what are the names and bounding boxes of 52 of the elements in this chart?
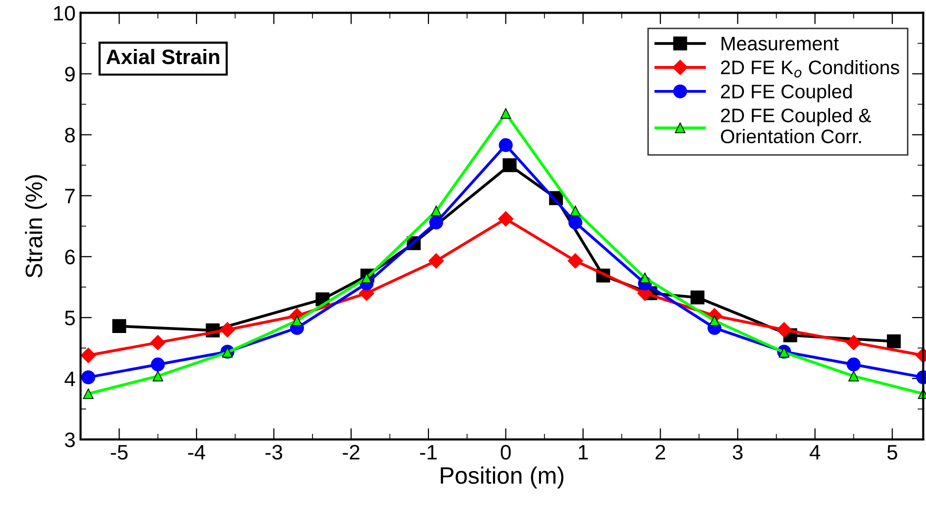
point	[429, 216, 444, 230]
y-tick-label: 5	[64, 310, 75, 326]
x-tick-label: 2	[656, 444, 666, 460]
point	[502, 158, 517, 172]
point	[83, 388, 94, 400]
x-tick-label: -2	[342, 444, 360, 460]
point	[498, 211, 514, 226]
annotation: Axial Strain	[106, 48, 220, 64]
x-tick-label: -3	[265, 444, 282, 460]
x-axis-title: Position (m)	[440, 466, 564, 489]
y-tick-label: 8	[65, 128, 75, 142]
x-tick-label: 3	[732, 444, 743, 460]
x-tick-label: -1	[420, 445, 437, 460]
y-tick-label: 10	[54, 6, 75, 21]
point	[709, 315, 720, 326]
y-tick-label: 4	[64, 372, 76, 386]
point	[292, 315, 302, 326]
y-tick-label: 9	[65, 66, 75, 82]
y-tick-label: 7	[65, 188, 75, 204]
y-tick-label: 3	[64, 432, 75, 448]
point	[568, 216, 582, 230]
point	[430, 206, 442, 216]
x-tick-label: -4	[188, 445, 206, 460]
point	[846, 334, 862, 350]
point	[568, 253, 583, 268]
x-tick-label: 0	[500, 444, 511, 460]
y-axis-title: Strain (%)	[24, 175, 47, 278]
point	[150, 334, 166, 350]
point	[498, 138, 513, 152]
point	[886, 334, 901, 348]
point	[848, 370, 859, 382]
point	[152, 370, 164, 382]
point	[150, 358, 165, 372]
legend-label: Measurement	[722, 36, 839, 50]
point	[690, 290, 704, 304]
point	[220, 322, 236, 338]
point	[570, 206, 581, 216]
point	[500, 108, 512, 119]
legend-label: 2D FE K$_{o}$ Conditions	[721, 60, 900, 78]
legend-label: 2D FE Coupled & Orientation Corr.	[720, 108, 872, 144]
point	[776, 322, 792, 338]
point	[428, 253, 444, 268]
x-tick-label: 1	[578, 445, 588, 460]
point	[112, 319, 126, 334]
x-tick-label: -5	[110, 445, 128, 460]
y-tick-label: 6	[65, 250, 75, 264]
point	[846, 358, 861, 372]
point	[81, 370, 96, 384]
x-tick-label: 5	[887, 445, 898, 460]
x-tick-label: 4	[810, 445, 820, 460]
legend-label: 2D FE Coupled	[721, 84, 852, 102]
point	[80, 348, 96, 363]
